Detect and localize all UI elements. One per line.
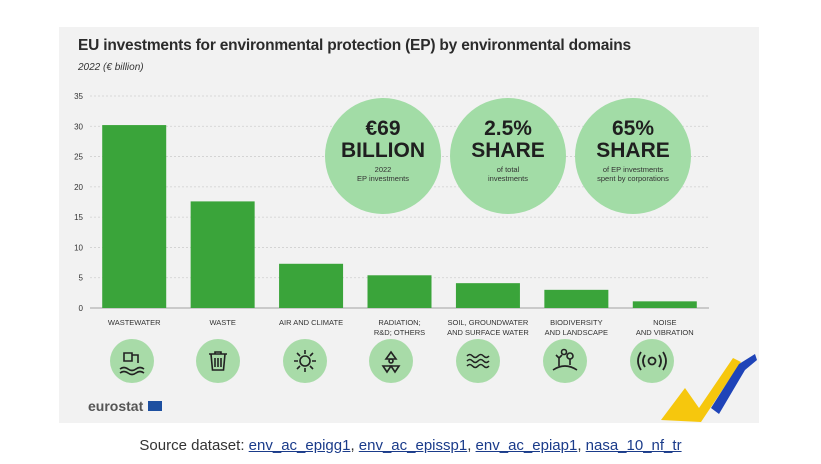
bar <box>102 125 167 309</box>
y-tick-label: 30 <box>74 122 83 131</box>
source-label: Source dataset: <box>139 437 245 454</box>
x-category-label: AND VIBRATION <box>636 328 694 337</box>
stat-share-corporations: 65% SHARE of EP investments spent by cor… <box>575 98 691 214</box>
bar <box>455 283 520 308</box>
stat-small-1: of total <box>496 165 520 174</box>
noise-icon <box>630 339 674 383</box>
x-category-label: WASTEWATER <box>108 318 161 327</box>
bar <box>367 275 432 308</box>
stat-big-2: SHARE <box>596 139 670 162</box>
y-tick-label: 0 <box>79 304 84 313</box>
chart-subtitle: 2022 (€ billion) <box>78 62 144 73</box>
x-category-label: BIODIVERSITY <box>550 318 603 327</box>
stat-small-2: EP investments <box>357 174 409 183</box>
chart-title: EU investments for environmental protect… <box>78 37 631 54</box>
source-link-epiap1[interactable]: env_ac_epiap1 <box>475 437 578 454</box>
source-link-epigg1[interactable]: env_ac_epigg1 <box>248 437 351 454</box>
source-link-nasa[interactable]: nasa_10_nf_tr <box>585 437 682 454</box>
y-tick-label: 15 <box>74 213 83 222</box>
stat-small-2: investments <box>487 174 529 183</box>
x-category-label: NOISE <box>653 318 676 327</box>
water-waves-icon <box>456 339 500 383</box>
y-tick-label: 25 <box>74 153 83 162</box>
y-tick-label: 35 <box>74 92 83 101</box>
bar <box>544 289 609 308</box>
x-category-label: AND LANDSCAPE <box>545 328 608 337</box>
decorative-chevron-icon <box>661 354 757 422</box>
stat-total-investment: €69 BILLION 2022 EP investments <box>325 98 441 214</box>
stat-small-1: of EP investments <box>602 165 664 174</box>
stat-big-1: 2.5% <box>484 117 532 140</box>
stat-big-1: 65% <box>611 117 655 140</box>
stat-big-2: SHARE <box>471 139 545 162</box>
x-category-label: WASTE <box>209 318 235 327</box>
bar <box>632 301 697 308</box>
y-tick-label: 20 <box>74 183 83 192</box>
source-line: Source dataset: env_ac_epigg1, env_ac_ep… <box>139 437 682 454</box>
eurostat-logo: eurostat <box>88 398 144 414</box>
x-category-label: R&D; OTHERS <box>374 328 425 337</box>
stat-small-1: 2022 <box>374 165 392 174</box>
stat-big-2: BILLION <box>341 139 425 162</box>
x-category-label: AND SURFACE WATER <box>447 328 529 337</box>
radiation-icon <box>369 339 413 383</box>
biodiversity-icon <box>543 339 587 383</box>
source-link-epissp1[interactable]: env_ac_epissp1 <box>358 437 468 454</box>
x-category-label: SOIL, GROUNDWATER <box>448 318 529 327</box>
bar-chart: 0 5 10 15 20 25 30 35 WASTEWATER WASTE AIR AND CLI… <box>74 92 709 337</box>
stat-small-2: spent by corporations <box>597 174 669 183</box>
waste-bin-icon <box>196 339 240 383</box>
stat-share-total: 2.5% SHARE of total investments <box>450 98 566 214</box>
eu-flag-icon <box>148 401 162 411</box>
x-category-label: RADIATION; <box>378 318 420 327</box>
bar <box>190 201 255 308</box>
wastewater-icon <box>110 339 154 383</box>
air-climate-icon <box>283 339 327 383</box>
bar <box>279 263 344 308</box>
y-tick-label: 10 <box>74 243 83 252</box>
y-tick-label: 5 <box>79 274 84 283</box>
stat-big-1: €69 <box>365 117 401 140</box>
x-category-label: AIR AND CLIMATE <box>279 318 343 327</box>
